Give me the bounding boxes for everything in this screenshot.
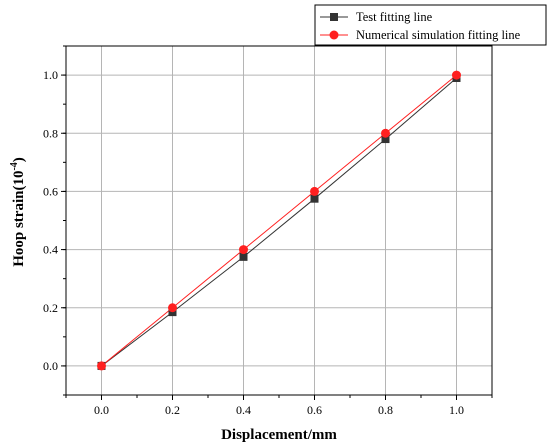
x-tick-label: 0.8 [378,403,393,417]
x-tick-label: 0.4 [236,403,251,417]
y-axis-title: Hoop strain(10-4) [9,157,27,267]
series-markers [97,70,461,371]
series-line-0 [101,77,457,367]
series-line-1 [101,74,457,367]
legend-marker-test [330,13,338,21]
data-point-test [381,135,390,144]
data-point-test [239,252,248,261]
legend: Test fitting line Numerical simulation f… [314,4,547,46]
y-axis-title-close: ) [11,157,27,162]
y-axis-tick-labels: 0.0 0.2 0.4 0.6 0.8 1.0 [43,68,58,373]
y-axis-title-main: Hoop strain(10 [11,171,27,267]
series-lines [101,74,457,367]
x-tick-label: 1.0 [449,403,464,417]
legend-label-test: Test fitting line [356,10,433,24]
axis-ticks [61,45,493,400]
grid-lines [66,46,492,395]
data-point-numerical [168,303,177,313]
data-point-numerical [239,245,248,255]
x-axis-tick-labels: 0.0 0.2 0.4 0.6 0.8 1.0 [94,403,464,417]
x-tick-label: 0.6 [307,403,322,417]
x-tick-label: 0.0 [94,403,109,417]
legend-box [314,4,547,46]
data-point-numerical [97,361,106,371]
y-tick-label: 1.0 [43,68,58,82]
data-point-numerical [310,186,319,196]
y-tick-label: 0.2 [43,301,58,315]
x-tick-label: 0.2 [165,403,180,417]
y-tick-label: 0.6 [43,184,58,198]
y-tick-label: 0.4 [43,243,58,257]
x-axis-title: Displacement/mm [221,427,337,443]
y-tick-label: 0.0 [43,359,58,373]
legend-label-numerical: Numerical simulation fitting line [356,28,521,42]
data-point-test [310,194,319,203]
legend-marker-numerical [329,30,339,40]
y-axis-title-exponent: -4 [9,162,20,170]
y-tick-label: 0.8 [43,126,58,140]
data-point-numerical [452,70,461,80]
data-point-numerical [381,128,390,138]
